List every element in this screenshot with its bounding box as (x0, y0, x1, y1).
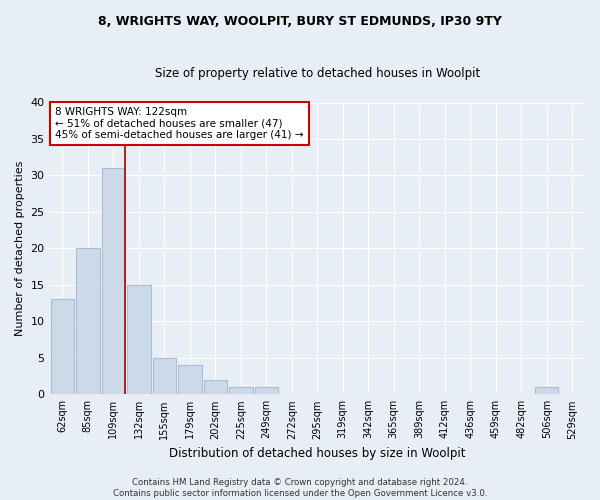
Text: 8 WRIGHTS WAY: 122sqm
← 51% of detached houses are smaller (47)
45% of semi-deta: 8 WRIGHTS WAY: 122sqm ← 51% of detached … (55, 107, 304, 140)
Bar (76, 248, 100, 394)
X-axis label: Distribution of detached houses by size in Woolpit: Distribution of detached houses by size … (169, 447, 466, 460)
Bar (178, 365, 202, 394)
Bar (203, 380, 227, 394)
Title: Size of property relative to detached houses in Woolpit: Size of property relative to detached ho… (155, 68, 480, 80)
Bar (101, 168, 125, 394)
Bar (535, 387, 559, 394)
Text: Contains HM Land Registry data © Crown copyright and database right 2024.
Contai: Contains HM Land Registry data © Crown c… (113, 478, 487, 498)
Bar (254, 387, 278, 394)
Y-axis label: Number of detached properties: Number of detached properties (15, 160, 25, 336)
Text: 8, WRIGHTS WAY, WOOLPIT, BURY ST EDMUNDS, IP30 9TY: 8, WRIGHTS WAY, WOOLPIT, BURY ST EDMUNDS… (98, 15, 502, 28)
Bar (50, 300, 74, 394)
Bar (229, 387, 253, 394)
Bar (152, 358, 176, 395)
Bar (127, 285, 151, 395)
